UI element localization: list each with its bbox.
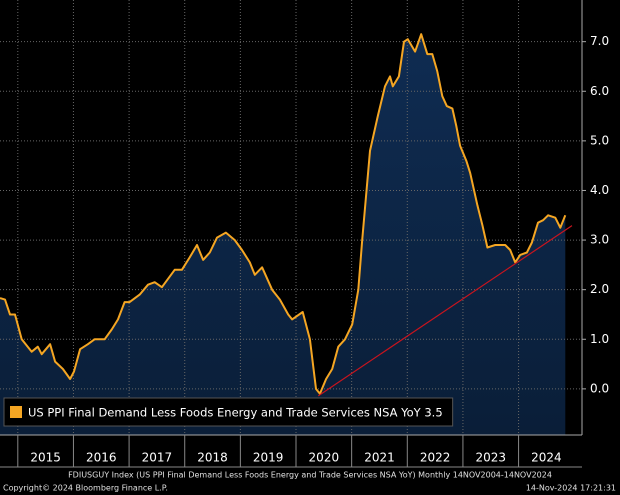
plot-area [0, 0, 582, 435]
x-tick-label: 2017 [142, 451, 173, 465]
legend: US PPI Final Demand Less Foods Energy an… [3, 397, 454, 427]
legend-box [3, 397, 454, 427]
x-tick-label: 2021 [364, 451, 395, 465]
x-tick-label: 2018 [197, 451, 228, 465]
y-tick-label: 4.0 [590, 183, 609, 197]
x-tick-label: 2023 [475, 451, 506, 465]
y-tick-label: 2.0 [590, 282, 609, 296]
y-tick-label: 7.0 [590, 34, 609, 48]
x-tick-label: 2022 [420, 451, 451, 465]
y-tick-label: 1.0 [590, 332, 609, 346]
source-note: FDIUSGUY Index (US PPI Final Demand Less… [68, 471, 552, 480]
y-tick-label: 5.0 [590, 133, 609, 147]
legend-swatch [10, 406, 22, 418]
area [0, 34, 566, 435]
legend-label: US PPI Final Demand Less Foods Energy an… [28, 406, 443, 420]
y-tick-label: 3.0 [590, 233, 609, 247]
x-tick-label: 2016 [86, 451, 117, 465]
x-tick-label: 2019 [253, 451, 284, 465]
x-tick-label: 2020 [309, 451, 340, 465]
line [0, 33, 567, 395]
y-tick-label: 6.0 [590, 84, 609, 98]
copyright: Copyright© 2024 Bloomberg Finance L.P. [3, 484, 168, 493]
timestamp: 14-Nov-2024 17:21:31 [526, 484, 616, 493]
trendline [317, 225, 573, 397]
x-tick-label: 2015 [30, 451, 61, 465]
y-tick-label: 0.0 [590, 381, 609, 395]
x-tick-label: 2024 [531, 451, 562, 465]
